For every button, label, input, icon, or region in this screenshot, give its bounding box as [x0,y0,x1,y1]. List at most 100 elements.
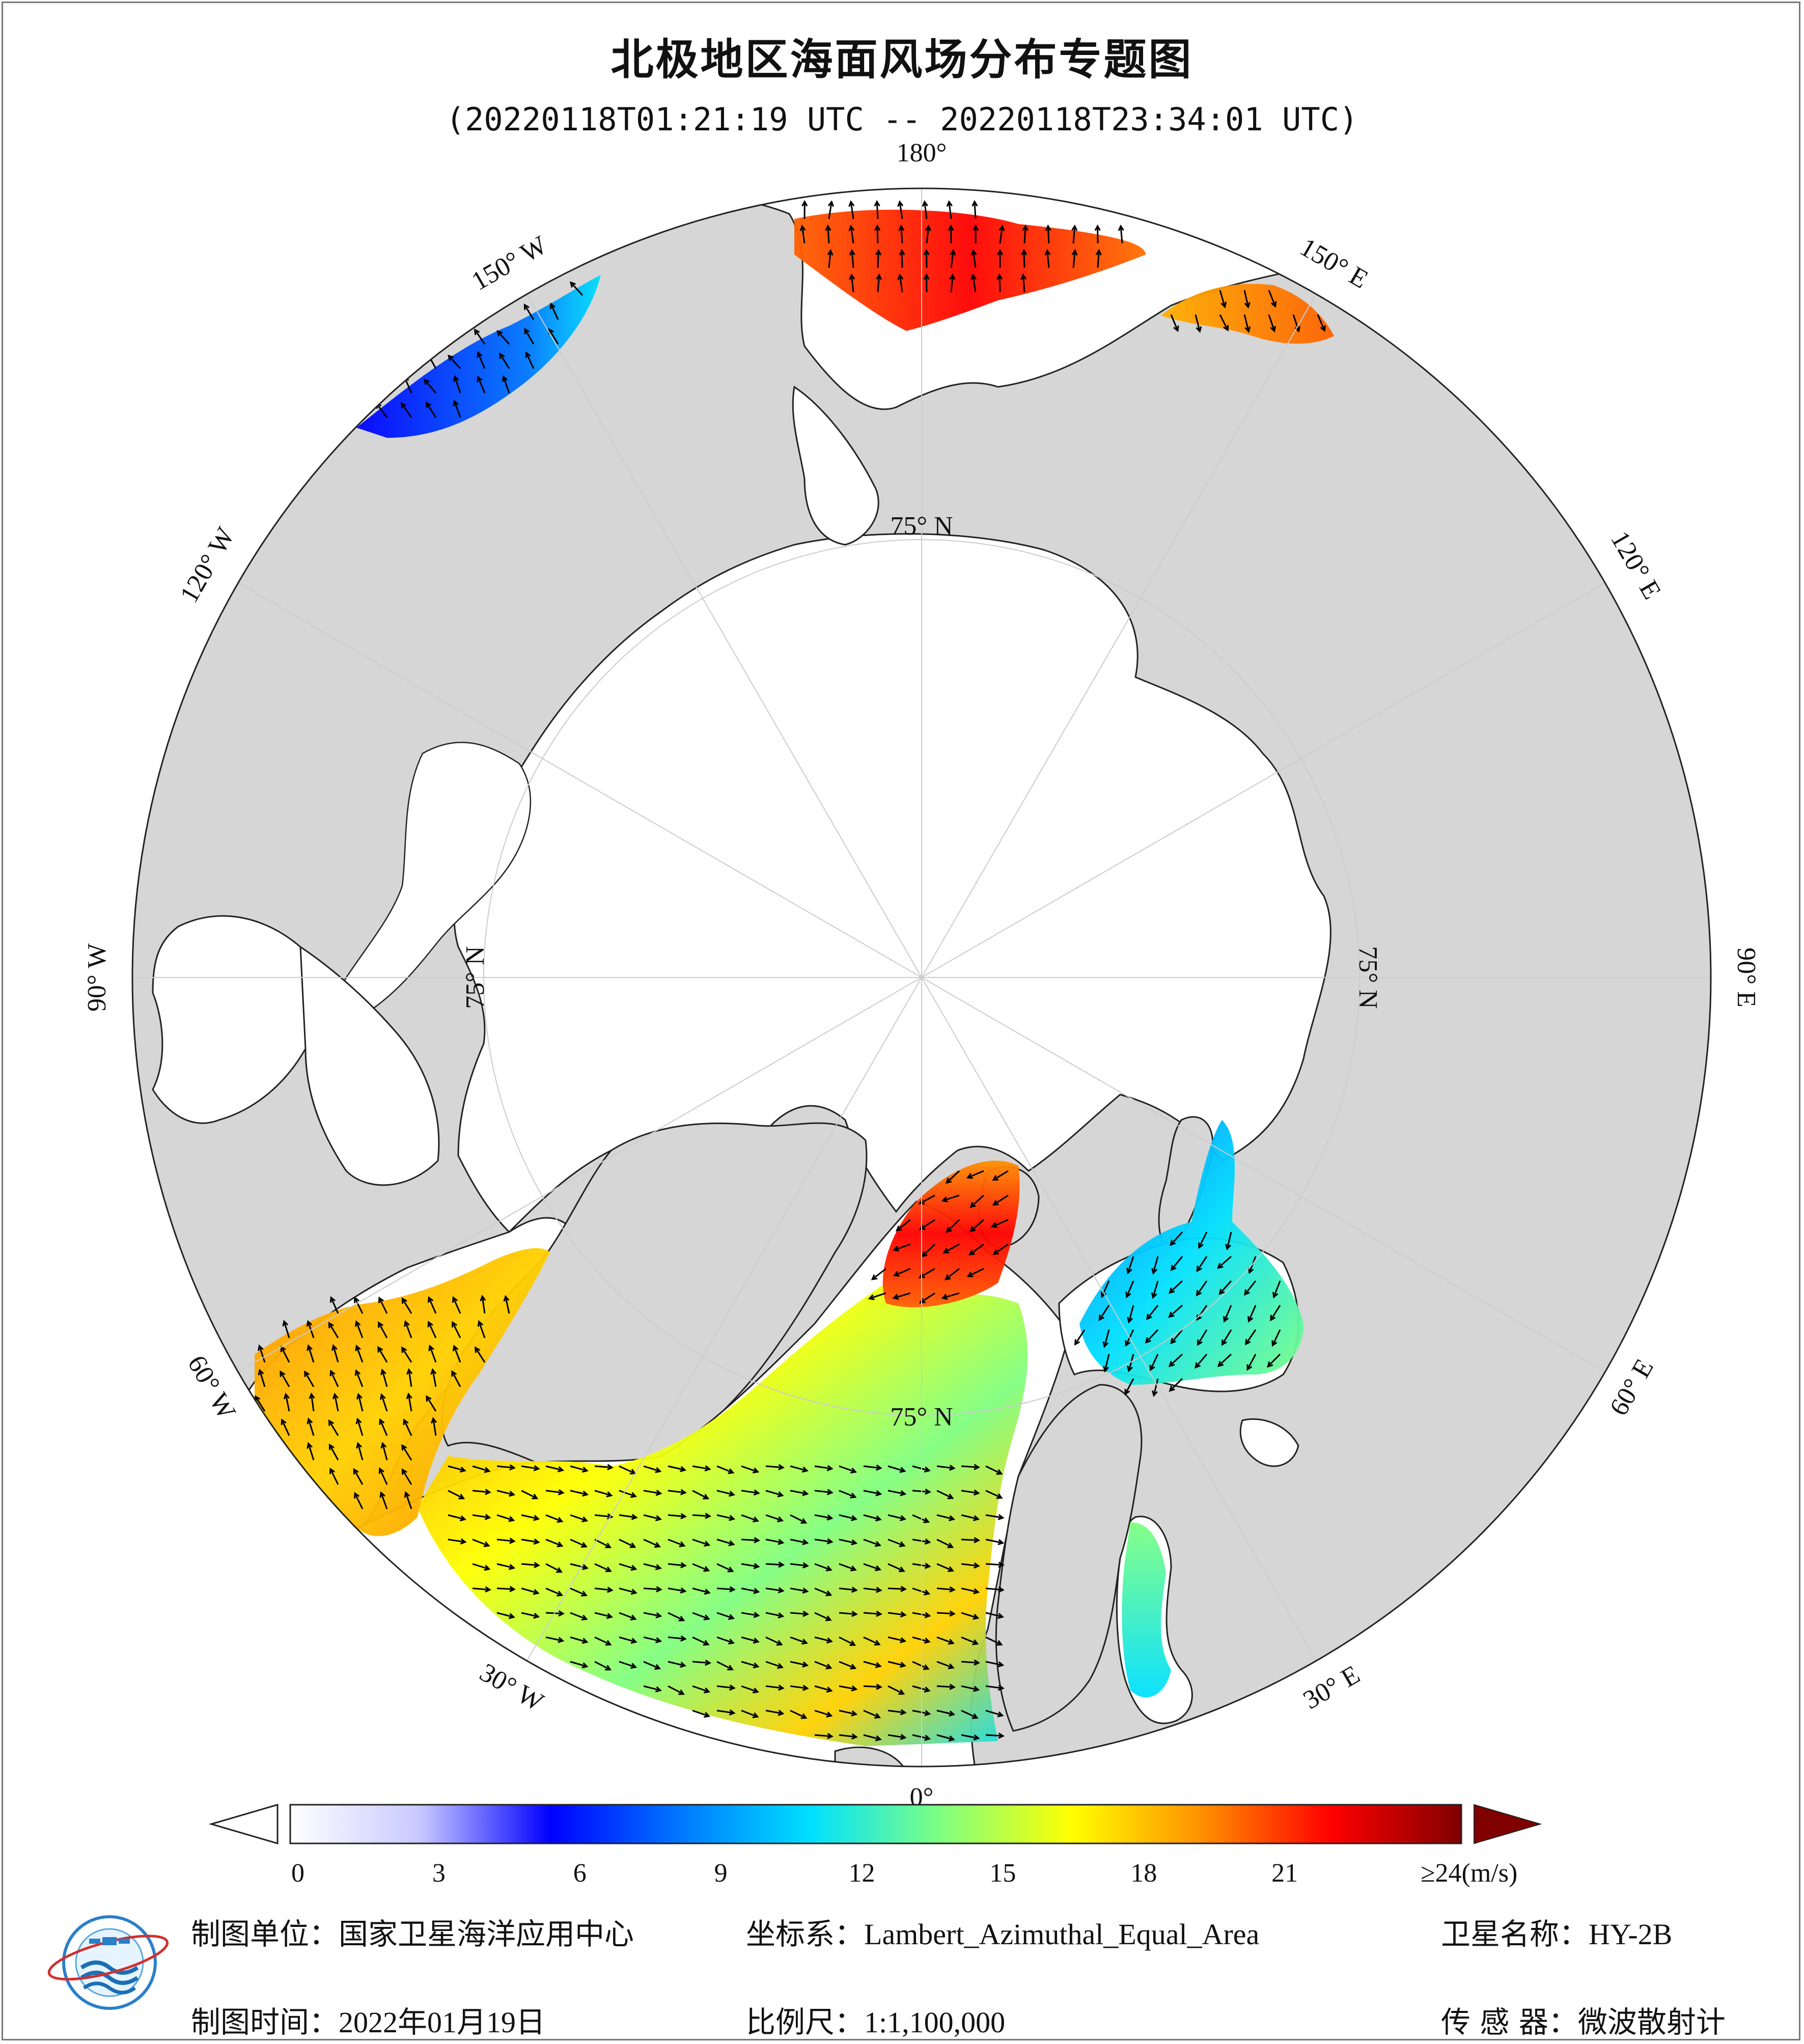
wind-arrow-head [401,1346,407,1353]
wind-arrow-head [427,352,432,359]
wind-arrow [570,1514,587,1522]
wind-arrow [967,1170,984,1179]
wind-arrow-head [1094,224,1101,231]
wind-arrow-head [282,1320,289,1327]
wind-arrow [692,1490,708,1499]
wind-arrow [936,1490,953,1499]
wind-arrow [985,1490,1002,1499]
wind-arrow [851,250,854,268]
wind-arrow [1219,314,1229,331]
wind-arrow [936,1465,954,1469]
wind-arrow [328,1323,339,1338]
wind-arrow-head [729,1586,736,1592]
wind-arrow-head [705,1513,712,1519]
wind-arrow-head [1217,1361,1224,1367]
wind-arrow-head [849,249,855,256]
wind-arrow [1101,1280,1110,1297]
wind-arrow-head [1095,248,1102,256]
wind-arrow [548,329,559,345]
wind-arrow-head [558,1466,565,1473]
wind-arrow-head [483,1541,490,1548]
wind-arrow-head [850,1664,857,1670]
wind-arrow [900,226,903,244]
wind-arrow-head [379,1491,385,1498]
wind-arrow-head [973,1588,980,1594]
wind-arrow [1152,1256,1159,1274]
wind-arrow-head [354,1369,361,1376]
wind-arrow-head [678,1689,685,1695]
wind-arrow-head [754,1537,761,1544]
wind-arrow-head [508,1516,515,1522]
wind-arrow [1243,314,1250,332]
wind-arrow [790,1538,808,1544]
wind-arrow-head [1247,1316,1254,1323]
wind-arrow [545,1636,563,1642]
wind-arrow-head [581,1662,589,1669]
wind-arrow [353,1469,364,1485]
wind-arrow [668,1514,686,1518]
wind-arrow [1146,1305,1159,1320]
wind-arrow [381,1369,388,1387]
wind-arrow-head [1151,1268,1158,1275]
wind-arrow [594,1563,611,1572]
wind-arrow [1127,1256,1134,1273]
wind-arrow-head [581,1638,589,1644]
wind-arrow [961,1465,979,1468]
wind-arrow-head [403,1418,409,1425]
wind-arrow [401,1445,412,1461]
wind-arrow-head [1266,1361,1273,1368]
wind-arrow [619,1465,635,1474]
wind-arrow [355,1346,364,1363]
wind-arrow [716,1710,734,1714]
wind-arrow [912,1587,929,1594]
wind-arrow-head [280,1370,286,1377]
wind-arrow [1292,314,1300,331]
wind-arrow [545,1538,563,1547]
wind-arrow-head [728,1491,736,1497]
wind-arrow [765,1465,784,1469]
wind-arrow [472,1490,490,1493]
wind-arrow-head [875,248,882,256]
wind-arrow [1273,1280,1281,1298]
wind-arrow [814,1710,831,1717]
wind-arrow-head [997,1514,1005,1521]
time-range-subtitle: (20220118T01:21:19 UTC -- 20220118T23:34… [446,101,1358,138]
wind-arrow-head [380,1368,386,1376]
wind-arrow [454,376,461,394]
longitude-label: 60° E [1604,1354,1659,1420]
wind-arrow-head [1071,225,1078,231]
wind-arrow-head [523,303,530,310]
wind-arrow [765,1710,783,1715]
wind-arrow [378,1297,388,1314]
wind-arrow-head [924,1612,931,1618]
wind-arrow [545,1514,563,1522]
wind-arrow-head [1125,1340,1131,1347]
wind-arrow [643,1490,661,1495]
wind-arrow [619,1490,636,1497]
latitude-label: 75° N [461,946,490,1009]
wind-arrow-head [533,1538,540,1545]
wind-arrow [1224,1305,1232,1322]
wind-arrow [643,1612,661,1617]
wind-arrow [1170,1231,1183,1246]
wind-arrow-head [655,1686,662,1693]
wind-arrow-head [893,1271,900,1277]
wind-arrow [355,1321,364,1338]
wind-arrow [1171,1256,1183,1271]
wind-arrow-head [549,302,556,310]
wind-arrow [985,1587,1003,1591]
wind-arrow [863,1538,880,1546]
wind-arrow-head [778,1561,785,1568]
wind-arrow-head [944,1274,951,1280]
wind-arrow-head [606,1586,614,1593]
wind-arrow-head [474,328,480,335]
wind-arrow [961,1636,978,1645]
colorbar-tick-label: 6 [573,1859,587,1888]
wind-arrow-head [380,1393,386,1400]
wind-arrow-head [496,330,503,337]
wind-arrow-head [557,1590,564,1597]
wind-arrow [354,1297,364,1314]
wind-arrow-head [778,1538,785,1545]
wind-arrow-head [778,1612,785,1619]
wind-arrow [985,1685,1003,1689]
